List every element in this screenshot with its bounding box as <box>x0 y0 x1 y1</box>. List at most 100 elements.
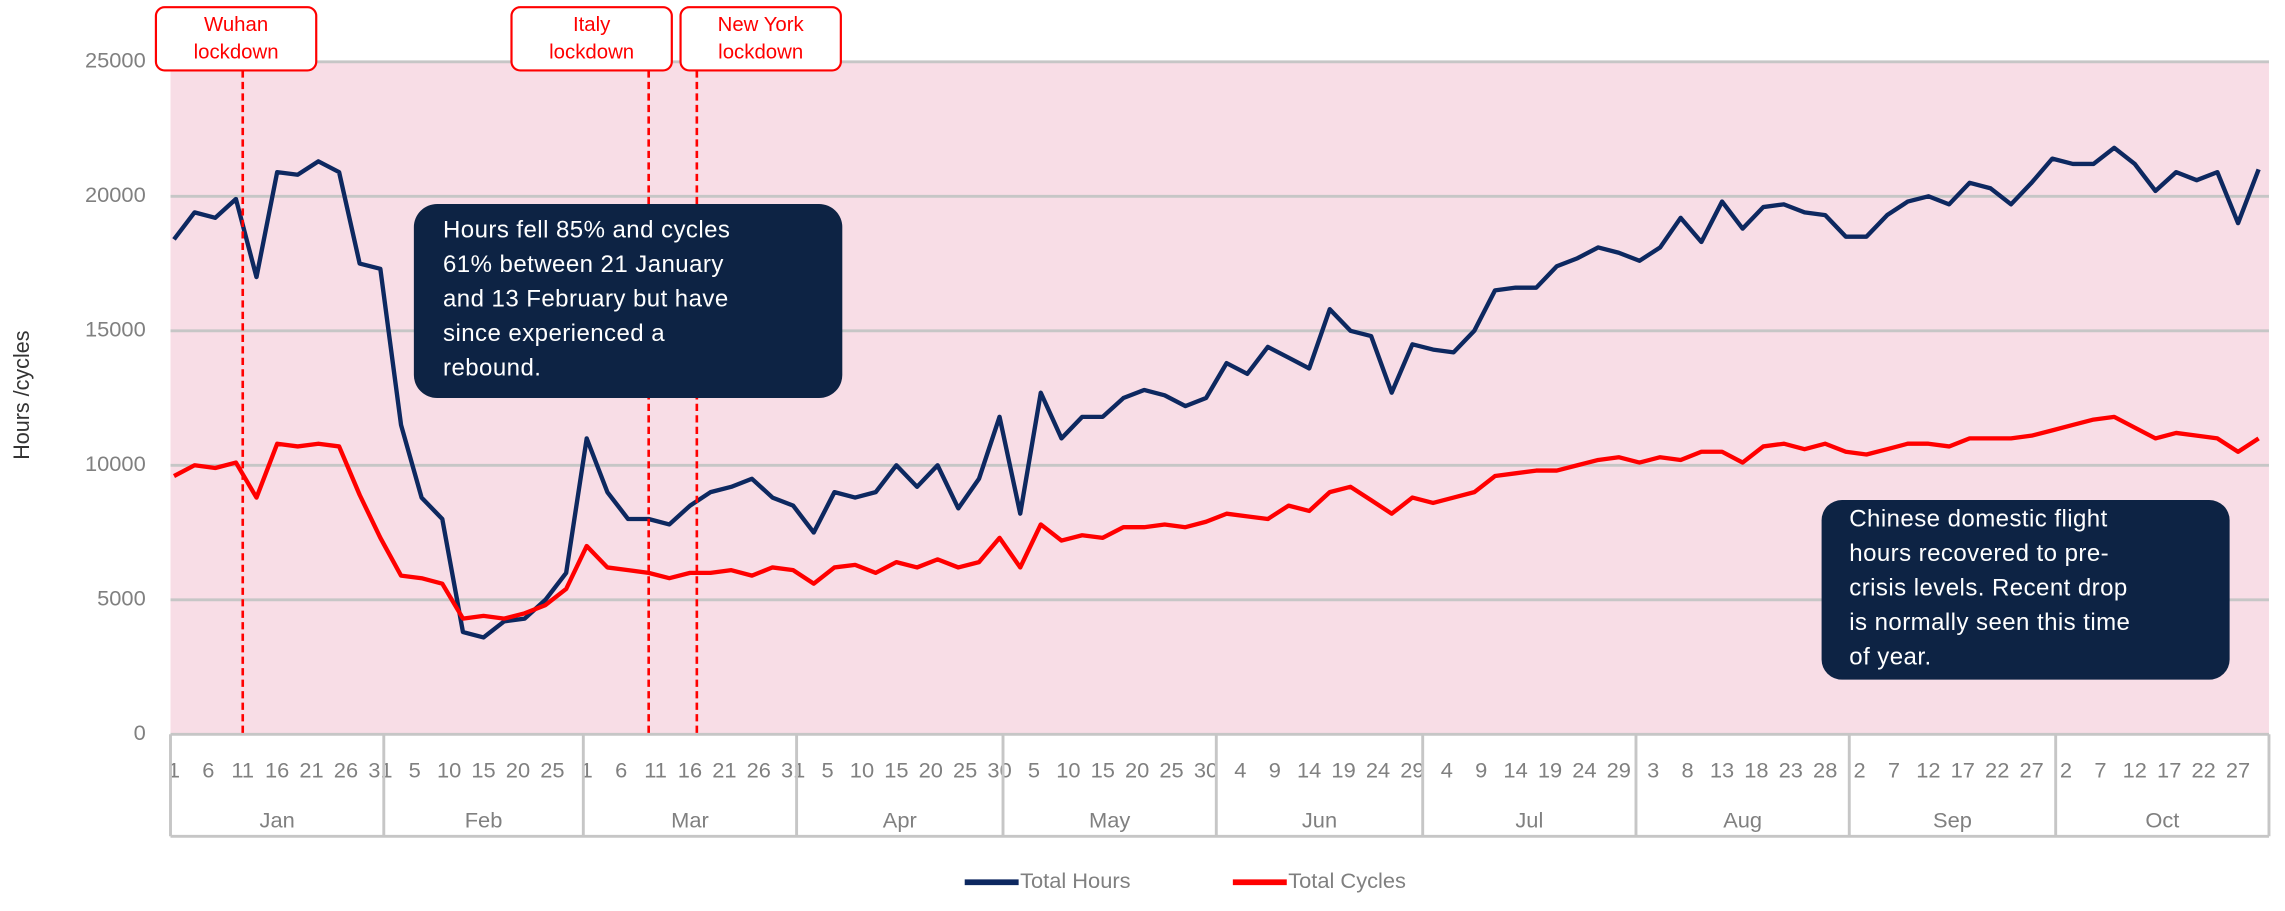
annotation-text: Chinese domestic flight <box>1849 506 2107 533</box>
y-tick-label: 15000 <box>85 317 146 342</box>
x-tick-label: 25 <box>1159 757 1183 782</box>
y-tick-label: 25000 <box>85 48 146 73</box>
month-label: Jan <box>260 808 295 833</box>
series-line <box>172 145 2261 640</box>
event-label: lockdown <box>718 42 803 64</box>
month-label: Jun <box>1302 808 1337 833</box>
x-tick-label: 11 <box>644 757 667 782</box>
x-tick-label: 15 <box>1091 757 1115 782</box>
annotation-text: 61% between 21 January <box>443 251 724 278</box>
x-tick-label: 10 <box>437 757 461 782</box>
legend-label: Total Hours <box>1020 868 1131 893</box>
event-label: Italy <box>573 14 611 36</box>
x-tick-label: 12 <box>1916 757 1940 782</box>
x-tick-label: 10 <box>850 757 874 782</box>
annotation-box <box>1821 500 2230 680</box>
x-tick-label: 26 <box>747 757 771 782</box>
y-axis-label: Hours /cycles <box>9 330 34 459</box>
x-tick-label: 9 <box>1269 757 1281 782</box>
event-label: New York <box>718 14 805 36</box>
x-tick-label: 11 <box>231 757 254 782</box>
x-tick-label: 29 <box>1607 757 1631 782</box>
x-tick-label: 25 <box>953 757 977 782</box>
x-tick-label: 6 <box>615 757 627 782</box>
x-tick-label: 26 <box>334 757 358 782</box>
x-tick-label: 21 <box>712 757 736 782</box>
y-tick-label: 5000 <box>97 586 146 611</box>
y-tick-label: 0 <box>134 720 146 745</box>
annotation-text: of year. <box>1849 644 1931 671</box>
x-tick-label: 14 <box>1297 757 1321 782</box>
x-tick-label: 4 <box>1441 757 1453 782</box>
month-label: May <box>1089 808 1130 833</box>
x-tick-label: 2 <box>1854 757 1866 782</box>
x-tick-label: 10 <box>1056 757 1080 782</box>
x-tick-label: 5 <box>1028 757 1040 782</box>
month-label: Oct <box>2145 808 2179 833</box>
x-tick-label: 2 <box>2060 757 2072 782</box>
legend-label: Total Cycles <box>1288 868 1406 893</box>
x-tick-label: 9 <box>1475 757 1487 782</box>
x-tick-label: 25 <box>540 757 564 782</box>
x-tick-label: 20 <box>919 757 943 782</box>
month-label: Feb <box>465 808 503 833</box>
annotation-text: and 13 February but have <box>443 286 729 313</box>
event-box <box>510 6 673 72</box>
month-label: Sep <box>1933 808 1972 833</box>
x-tick-label: 19 <box>1331 757 1355 782</box>
event-box <box>679 6 842 72</box>
annotation-text: rebound. <box>443 355 541 382</box>
x-tick-label: 27 <box>2019 757 2043 782</box>
x-tick-label: 4 <box>1234 757 1246 782</box>
event-label: Wuhan <box>204 14 268 36</box>
x-tick-label: 15 <box>471 757 495 782</box>
x-tick-label: 24 <box>1572 757 1596 782</box>
x-tick-label: 14 <box>1503 757 1527 782</box>
annotation-box <box>413 204 843 399</box>
x-tick-label: 24 <box>1366 757 1390 782</box>
month-label: Mar <box>671 808 709 833</box>
x-tick-label: 7 <box>2094 757 2106 782</box>
event-label: lockdown <box>194 42 279 64</box>
series-line <box>172 414 2260 621</box>
x-tick-label: 23 <box>1779 757 1803 782</box>
x-tick-label: 22 <box>1985 757 2009 782</box>
x-tick-label: 13 <box>1710 757 1734 782</box>
x-tick-label: 31 <box>781 757 805 782</box>
x-tick-label: 20 <box>506 757 530 782</box>
event-label: lockdown <box>549 42 634 64</box>
x-tick-label: 3 <box>1647 757 1659 782</box>
x-tick-label: 6 <box>202 757 214 782</box>
x-tick-label: 19 <box>1538 757 1562 782</box>
x-tick-label: 5 <box>821 757 833 782</box>
y-tick-label: 10000 <box>85 451 146 476</box>
x-tick-label: 15 <box>884 757 908 782</box>
x-tick-label: 12 <box>2123 757 2147 782</box>
x-tick-label: 27 <box>2226 757 2250 782</box>
event-box <box>154 6 318 72</box>
x-tick-label: 31 <box>368 757 392 782</box>
x-tick-label: 21 <box>299 757 323 782</box>
x-tick-label: 17 <box>1951 757 1975 782</box>
annotation-text: crisis levels. Recent drop <box>1849 575 2127 602</box>
x-tick-label: 18 <box>1744 757 1768 782</box>
annotation-text: is normally seen this time <box>1849 609 2130 636</box>
y-tick-label: 20000 <box>85 182 146 207</box>
annotation-text: since experienced a <box>443 320 665 347</box>
x-tick-label: 17 <box>2157 757 2181 782</box>
x-tick-label: 30 <box>987 757 1011 782</box>
month-label: Aug <box>1723 808 1762 833</box>
annotation-text: Hours fell 85% and cycles <box>443 217 730 244</box>
x-tick-label: 16 <box>678 757 702 782</box>
x-tick-label: 7 <box>1888 757 1900 782</box>
x-tick-label: 29 <box>1400 757 1424 782</box>
x-tick-label: 28 <box>1813 757 1837 782</box>
x-tick-label: 30 <box>1194 757 1218 782</box>
x-tick-label: 8 <box>1682 757 1694 782</box>
x-tick-label: 16 <box>265 757 289 782</box>
x-tick-label: 20 <box>1125 757 1149 782</box>
month-label: Jul <box>1515 808 1543 833</box>
x-tick-label: 22 <box>2191 757 2215 782</box>
month-label: Apr <box>883 808 917 833</box>
